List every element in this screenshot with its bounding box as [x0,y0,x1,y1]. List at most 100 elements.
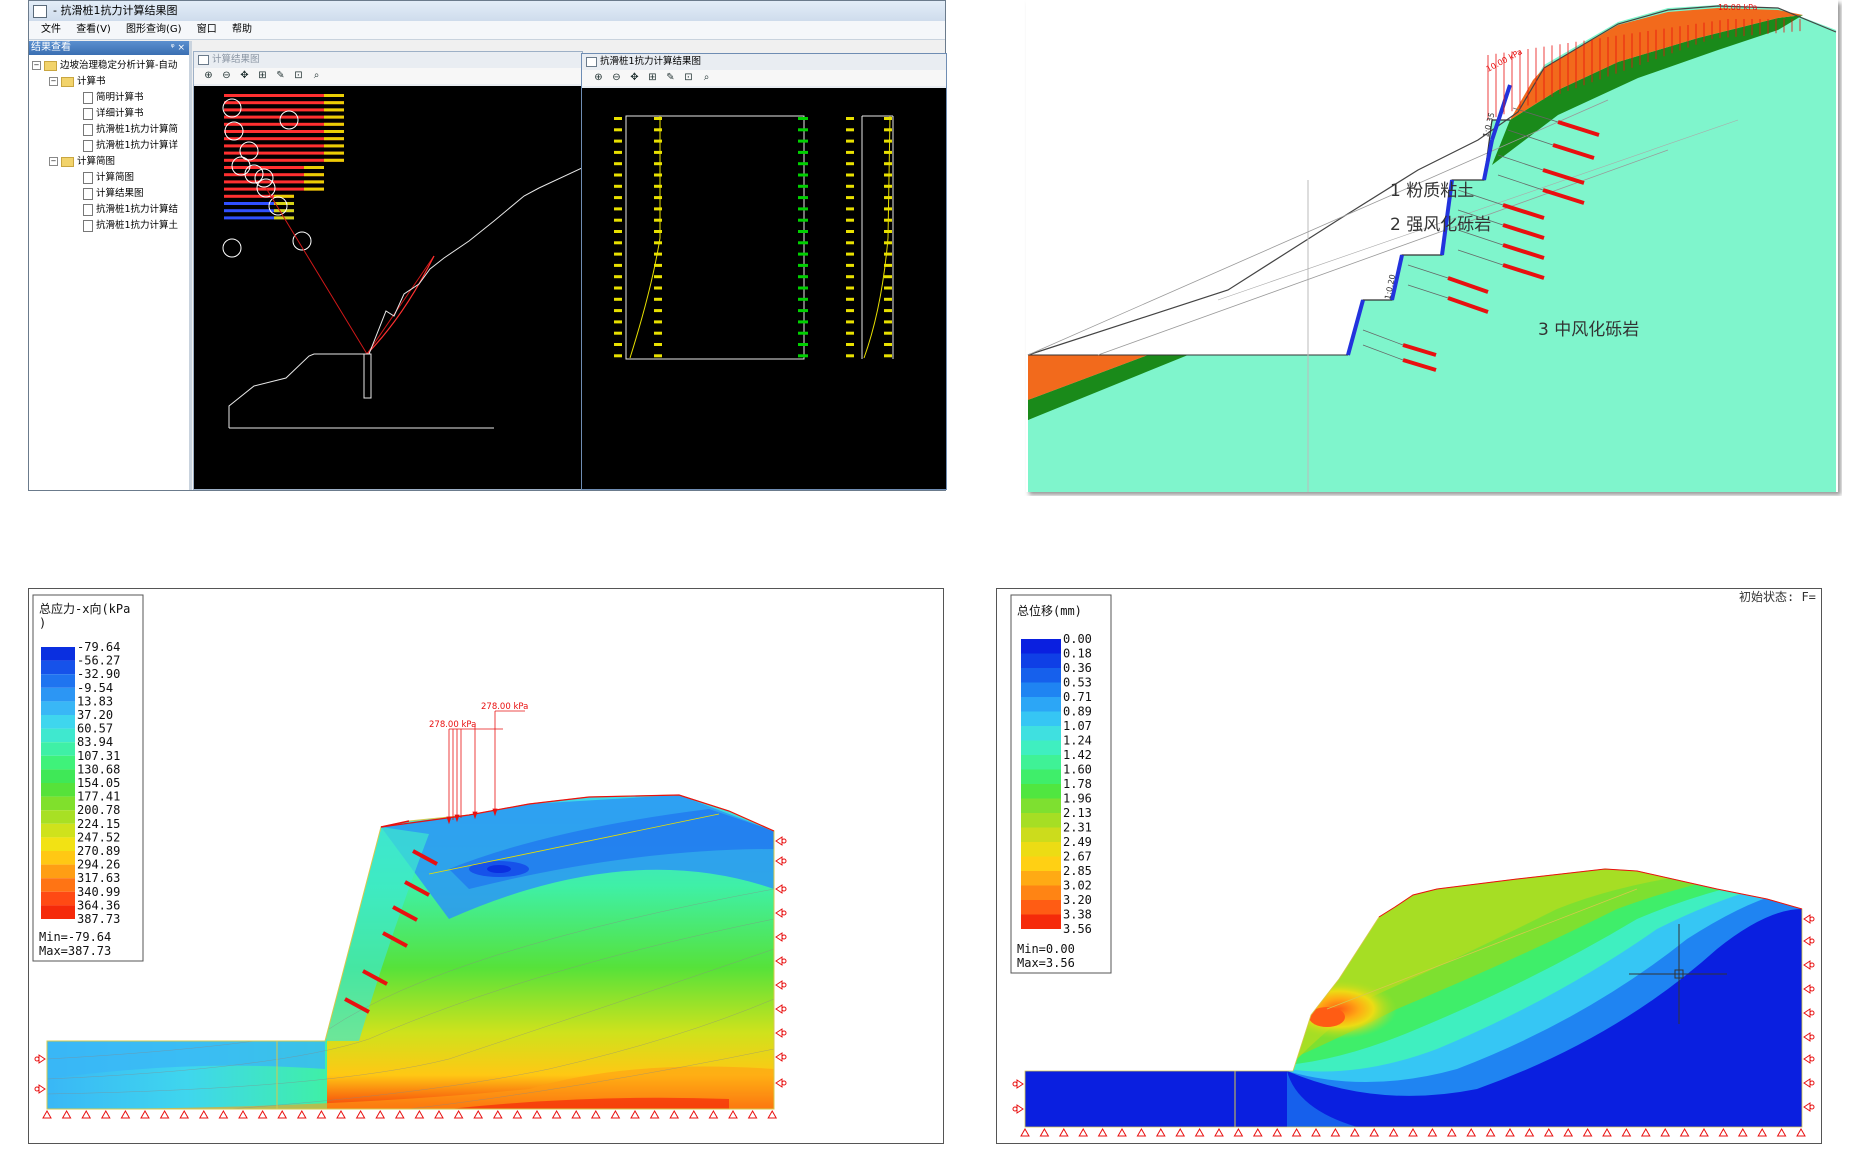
crosshair-cursor[interactable] [1629,924,1727,1024]
legend-swatch [1021,827,1061,842]
zoom-realtime-icon[interactable]: ⌕ [313,70,320,81]
zoom-realtime-icon[interactable]: ⌕ [703,72,710,83]
roller-support-icon [781,1054,787,1060]
menu-file[interactable]: 文件 [41,24,61,35]
legend-swatch [41,851,75,865]
tree-item[interactable]: 计算简图 [83,171,134,185]
tree-item[interactable]: 简明计算书 [83,91,144,105]
panel-pin-close-controls[interactable]: ᵠ × [170,43,185,53]
zoom-out-icon[interactable]: ⊖ [222,70,231,81]
zoom-out-icon[interactable]: ⊖ [612,72,621,83]
mdi-titlebar[interactable]: 抗滑桩1抗力计算结果图 [582,54,946,70]
mdi-titlebar[interactable]: 计算结果图 [194,52,582,68]
pin-support-icon [140,1109,150,1119]
tree-item[interactable]: 抗滑桩1抗力计算土 [83,219,178,233]
legend-value: 0.71 [1063,690,1092,704]
pin-support-icon [198,1109,209,1119]
roller-support-icon [1809,1056,1815,1062]
legend-value: 0.89 [1063,705,1092,719]
tree-item[interactable]: 抗滑桩1抗力计算详 [83,139,178,153]
folder-icon [61,156,74,167]
legend-value: 13.83 [77,694,113,708]
pin-support-icon [512,1109,523,1119]
layer-boundary [1027,99,1609,356]
trial-circles [222,98,312,258]
legend-value: 247.52 [77,830,120,844]
menu-graphic-query[interactable]: 图形查询(G) [126,24,182,35]
legend-value: 3.56 [1063,922,1092,936]
legend-swatch [41,891,75,906]
pin-support-icon [1291,1127,1302,1137]
pin-support-icon [257,1109,268,1119]
roller-support-icon [781,910,787,916]
menu-view[interactable]: 查看(V) [76,24,111,35]
pin-support-icon [473,1109,484,1119]
tree-group-calc-book[interactable]: − 计算书 [49,75,106,89]
zoom-in-icon[interactable]: ⊕ [204,70,213,81]
roller-support-icon [775,956,783,966]
pin-support-icon [747,1109,758,1119]
pin-support-icon [1446,1127,1457,1137]
zoom-in-icon[interactable]: ⊕ [594,72,603,83]
collapse-icon[interactable]: − [49,77,58,86]
legend-value: 2.31 [1063,821,1092,835]
roller-support-icon [781,982,787,988]
drawing-canvas[interactable] [194,86,583,489]
legend-value: 387.73 [77,912,120,926]
pin-support-icon [1330,1127,1341,1137]
displacement-contour-panel: 初始状态: F= 总位移(mm) 0.00 0.18 0.36 0.53 0.71 0.8… [996,588,1822,1144]
legend-value: 0.00 [1063,632,1092,646]
mdi-title: 计算结果图 [212,54,260,65]
app-window: - 抗滑桩1抗力计算结果图 文件 查看(V) 图形查询(G) 窗口 帮助 结果查… [28,0,947,491]
legend-value: -56.27 [77,654,120,668]
pin-support-icon [1737,1127,1748,1137]
tree-item[interactable]: 抗滑桩1抗力计算结 [83,203,178,217]
pin-support-icon [1640,1127,1651,1137]
legend-value: 317.63 [77,871,120,885]
legend-swatch [41,796,75,811]
document-icon [83,139,93,152]
pile-result-canvas[interactable] [582,88,946,489]
stress-load-label-2: 278.00 kPa [481,702,528,712]
edit-icon[interactable]: ✎ [276,70,285,81]
legend-swatch [41,769,75,783]
pin-support-icon [316,1109,327,1119]
tree-item[interactable]: 详细计算书 [83,107,144,121]
legend-swatch [1021,871,1061,886]
tree-root[interactable]: − 边坡治理稳定分析计算-自动 [32,59,177,73]
slope-profile [228,167,583,428]
legend-value: 1.96 [1063,792,1092,806]
zoom-window-icon[interactable]: ⊞ [258,70,267,81]
tree-item-label: 抗滑桩1抗力计算详 [96,140,179,151]
legend-swatch [1021,784,1061,799]
folder-icon [61,76,74,87]
zoom-window-icon[interactable]: ⊞ [648,72,657,83]
pan-icon[interactable]: ✥ [630,72,639,83]
roller-support-icon [775,932,783,942]
disp-boundary-supports [1012,914,1815,1137]
tree-group-calc-diagram[interactable]: − 计算简图 [49,155,115,169]
tree-item[interactable]: 计算结果图 [83,187,144,201]
pin-support-icon [1485,1127,1496,1137]
zoom-extents-icon[interactable]: ⊡ [294,70,303,81]
pin-support-icon [1039,1127,1050,1137]
pin-support-icon [1427,1127,1438,1137]
roller-support-icon [781,838,787,844]
menu-window[interactable]: 窗口 [196,24,217,35]
slope-face-protection [1346,84,1512,356]
collapse-icon[interactable]: − [49,157,58,166]
pan-icon[interactable]: ✥ [240,70,249,81]
collapse-icon[interactable]: − [32,61,41,70]
tree-item[interactable]: 抗滑桩1抗力计算简 [83,123,178,137]
roller-support-icon [1803,1054,1811,1064]
disp-contour-field [1025,869,1802,1127]
menu-help[interactable]: 帮助 [231,24,252,35]
stress-legend-title-line2: ) [39,616,46,630]
pin-support-icon [649,1109,660,1119]
zoom-extents-icon[interactable]: ⊡ [684,72,693,83]
pin-support-icon [1136,1127,1147,1137]
pin-support-icon [375,1109,386,1119]
pin-support-icon [1757,1127,1768,1137]
window-title: - 抗滑桩1抗力计算结果图 [53,4,178,17]
edit-icon[interactable]: ✎ [666,72,675,83]
